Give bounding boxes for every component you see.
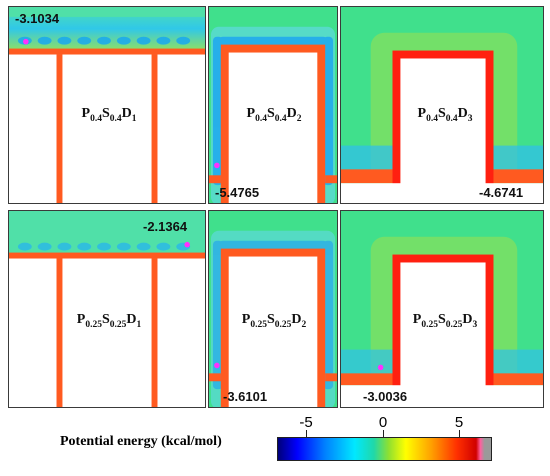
panel-label: P0.4S0.4D1 xyxy=(81,106,137,124)
colorbar-tick xyxy=(306,430,307,438)
energy-value: -3.1034 xyxy=(15,11,60,26)
panel-p025-d3: P0.25S0.25D3 -3.0036 xyxy=(340,210,544,408)
energy-value: -3.6101 xyxy=(223,389,268,404)
energy-map-p04-d1 xyxy=(9,7,205,203)
panel-label: P0.4S0.4D3 xyxy=(417,106,473,124)
colorbar-tick-label: 0 xyxy=(378,414,388,431)
energy-map-p025-d3 xyxy=(341,211,543,407)
colorbar-tick xyxy=(459,430,460,438)
panel-p025-d1: -2.1364 P0.25S0.25D1 xyxy=(8,210,206,408)
colorbar-tick-label: -5 xyxy=(299,414,313,431)
panel-p04-d3: P0.4S0.4D3 -4.6741 xyxy=(340,6,544,204)
energy-value: -4.6741 xyxy=(479,185,524,200)
energy-map-p04-d3 xyxy=(341,7,543,203)
colorbar-tick xyxy=(383,430,384,438)
colorbar-title: Potential energy (kcal/mol) xyxy=(60,434,222,449)
panel-label: P0.4S0.4D2 xyxy=(246,106,302,124)
panel-label: P0.25S0.25D1 xyxy=(76,312,142,330)
energy-map-p025-d1 xyxy=(9,211,205,407)
colorbar-tick-label: 5 xyxy=(454,414,464,431)
panel-p025-d2: P0.25S0.25D2 -3.6101 xyxy=(208,210,338,408)
energy-value: -5.4765 xyxy=(215,185,260,200)
energy-map-p025-d2 xyxy=(209,211,337,407)
energy-value: -3.0036 xyxy=(363,389,408,404)
colorbar xyxy=(277,437,492,461)
panel-label: P0.25S0.25D3 xyxy=(412,312,478,330)
panel-label: P0.25S0.25D2 xyxy=(241,312,307,330)
panel-p04-d2: P0.4S0.4D2 -5.4765 xyxy=(208,6,338,204)
energy-map-p04-d2 xyxy=(209,7,337,203)
panel-p04-d1: -3.1034 P0.4S0.4D1 xyxy=(8,6,206,204)
energy-value: -2.1364 xyxy=(143,219,188,234)
